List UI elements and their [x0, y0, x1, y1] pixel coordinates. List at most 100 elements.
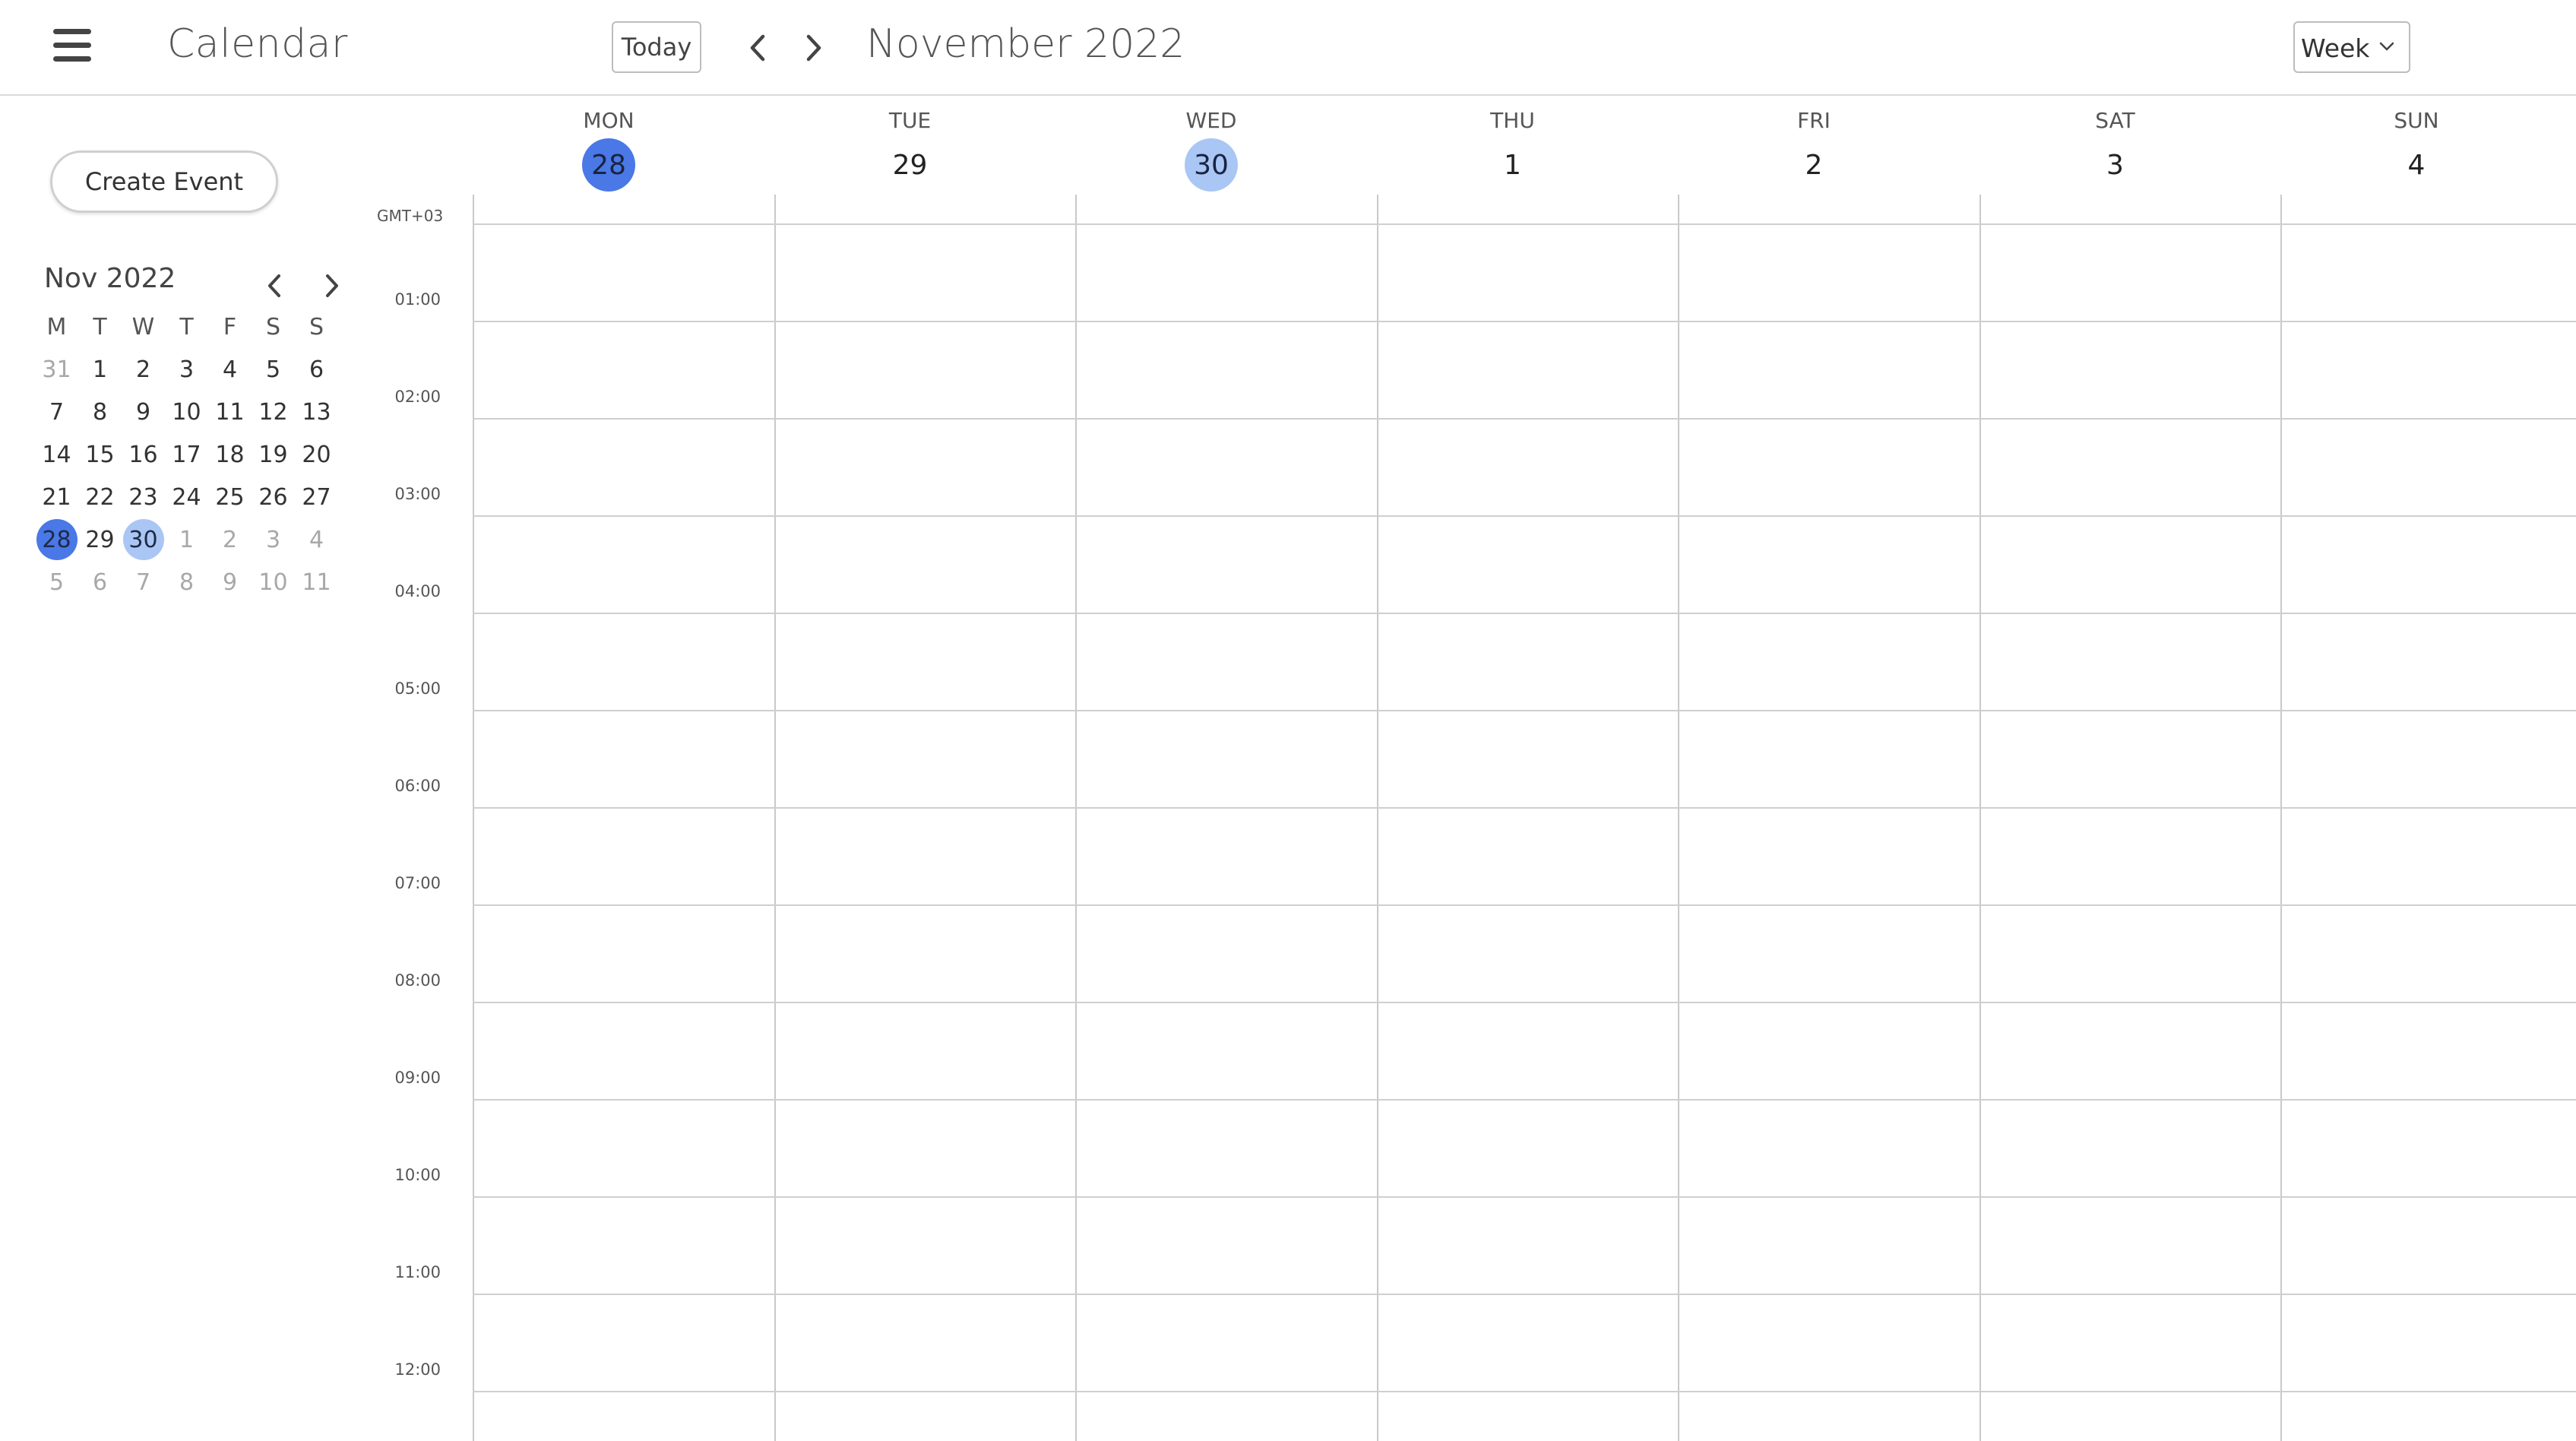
mini-day[interactable]: 9: [122, 391, 165, 433]
mini-day-number: 17: [172, 441, 201, 468]
mini-day[interactable]: 17: [165, 433, 208, 476]
mini-day-number: 20: [302, 441, 331, 468]
mini-day-number: 31: [42, 356, 71, 383]
hour-grid-line: [473, 1099, 2576, 1101]
mini-day-today[interactable]: 28: [35, 518, 78, 561]
mini-day-number: 23: [128, 483, 158, 511]
mini-day-number: 8: [179, 568, 195, 596]
mini-day[interactable]: 11: [295, 561, 338, 603]
mini-day[interactable]: 11: [208, 391, 252, 433]
app-title: Calendar: [167, 21, 348, 67]
mini-day[interactable]: 18: [208, 433, 252, 476]
mini-day[interactable]: 1: [165, 518, 208, 561]
mini-day-number: 13: [302, 398, 331, 426]
mini-day-number: 21: [42, 483, 71, 511]
mini-day[interactable]: 4: [208, 348, 252, 391]
today-button[interactable]: Today: [612, 21, 701, 73]
mini-day[interactable]: 4: [295, 518, 338, 561]
mini-day[interactable]: 19: [252, 433, 295, 476]
hour-label: 11:00: [394, 1263, 441, 1281]
chevron-right-icon: [806, 34, 821, 62]
mini-day[interactable]: 6: [78, 561, 122, 603]
day-number[interactable]: 28: [582, 138, 635, 192]
top-bar: Calendar Today November 2022 Week: [0, 0, 2576, 96]
mini-day-number: 24: [172, 483, 201, 511]
mini-day[interactable]: 25: [208, 476, 252, 518]
mini-next-month-button[interactable]: [318, 269, 345, 302]
day-name: WED: [1185, 108, 1237, 133]
chevron-left-icon: [750, 34, 765, 62]
mini-day[interactable]: 2: [208, 518, 252, 561]
day-number[interactable]: 4: [2407, 149, 2426, 181]
mini-prev-month-button[interactable]: [261, 269, 289, 302]
mini-day[interactable]: 12: [252, 391, 295, 433]
mini-day[interactable]: 5: [35, 561, 78, 603]
next-week-button[interactable]: [798, 29, 828, 67]
day-header-sun: SUN 4: [2266, 96, 2567, 193]
mini-day[interactable]: 27: [295, 476, 338, 518]
hour-grid-line: [473, 1002, 2576, 1003]
mini-day[interactable]: 10: [252, 561, 295, 603]
chevron-down-icon: [2379, 42, 2394, 51]
day-column-divider: [2280, 195, 2282, 1441]
hour-grid-line: [473, 1196, 2576, 1198]
mini-day[interactable]: 31: [35, 348, 78, 391]
hamburger-menu-icon[interactable]: [53, 29, 91, 62]
week-day-headers: MON 28 TUE 29 WED 30 THU 1 FRI 2 SAT 3 SUN 4: [473, 96, 2576, 193]
create-event-button[interactable]: Create Event: [50, 150, 278, 213]
chevron-right-icon: [326, 274, 338, 297]
mini-day[interactable]: 14: [35, 433, 78, 476]
mini-day[interactable]: 29: [78, 518, 122, 561]
hour-grid-line: [473, 710, 2576, 711]
mini-day[interactable]: 7: [122, 561, 165, 603]
mini-day[interactable]: 21: [35, 476, 78, 518]
day-name: THU: [1490, 108, 1535, 133]
day-number[interactable]: 1: [1504, 149, 1521, 181]
mini-day[interactable]: 6: [295, 348, 338, 391]
mini-day[interactable]: 23: [122, 476, 165, 518]
mini-day[interactable]: 16: [122, 433, 165, 476]
day-number[interactable]: 29: [892, 149, 928, 181]
mini-day[interactable]: 1: [78, 348, 122, 391]
hour-grid-line: [473, 321, 2576, 322]
mini-day[interactable]: 8: [165, 561, 208, 603]
mini-day[interactable]: 2: [122, 348, 165, 391]
mini-day-number: 1: [179, 526, 195, 553]
hour-grid-line: [473, 1294, 2576, 1295]
mini-day[interactable]: 13: [295, 391, 338, 433]
mini-day-number: 8: [92, 398, 108, 426]
hour-grid-line: [473, 515, 2576, 517]
week-grid[interactable]: [473, 195, 2576, 1441]
mini-day[interactable]: 10: [165, 391, 208, 433]
mini-day[interactable]: 8: [78, 391, 122, 433]
mini-day[interactable]: 5: [252, 348, 295, 391]
day-number[interactable]: 3: [2106, 149, 2124, 181]
mini-day[interactable]: 3: [165, 348, 208, 391]
view-select[interactable]: Week: [2293, 21, 2410, 73]
day-number[interactable]: 2: [1805, 149, 1823, 181]
mini-weekday-label: T: [93, 313, 107, 340]
hour-grid-line: [473, 223, 2576, 225]
mini-day[interactable]: 20: [295, 433, 338, 476]
mini-weekday-label: M: [46, 313, 67, 340]
mini-day[interactable]: 7: [35, 391, 78, 433]
prev-week-button[interactable]: [743, 29, 774, 67]
mini-day[interactable]: 9: [208, 561, 252, 603]
mini-day-number: 30: [128, 526, 158, 553]
day-number[interactable]: 30: [1185, 138, 1238, 192]
mini-day-selected[interactable]: 30: [122, 518, 165, 561]
mini-day-number: 6: [309, 356, 324, 383]
mini-day[interactable]: 15: [78, 433, 122, 476]
mini-day[interactable]: 3: [252, 518, 295, 561]
mini-day[interactable]: 26: [252, 476, 295, 518]
mini-day[interactable]: 22: [78, 476, 122, 518]
day-header-wed: WED 30: [1061, 96, 1362, 193]
mini-day-number: 29: [85, 526, 115, 553]
hour-label: 01:00: [394, 290, 441, 309]
mini-day-number: 3: [265, 526, 281, 553]
mini-day-number: 15: [85, 441, 115, 468]
day-column-divider: [1979, 195, 1981, 1441]
mini-day[interactable]: 24: [165, 476, 208, 518]
mini-day-number: 25: [215, 483, 245, 511]
mini-day-number: 7: [49, 398, 65, 426]
